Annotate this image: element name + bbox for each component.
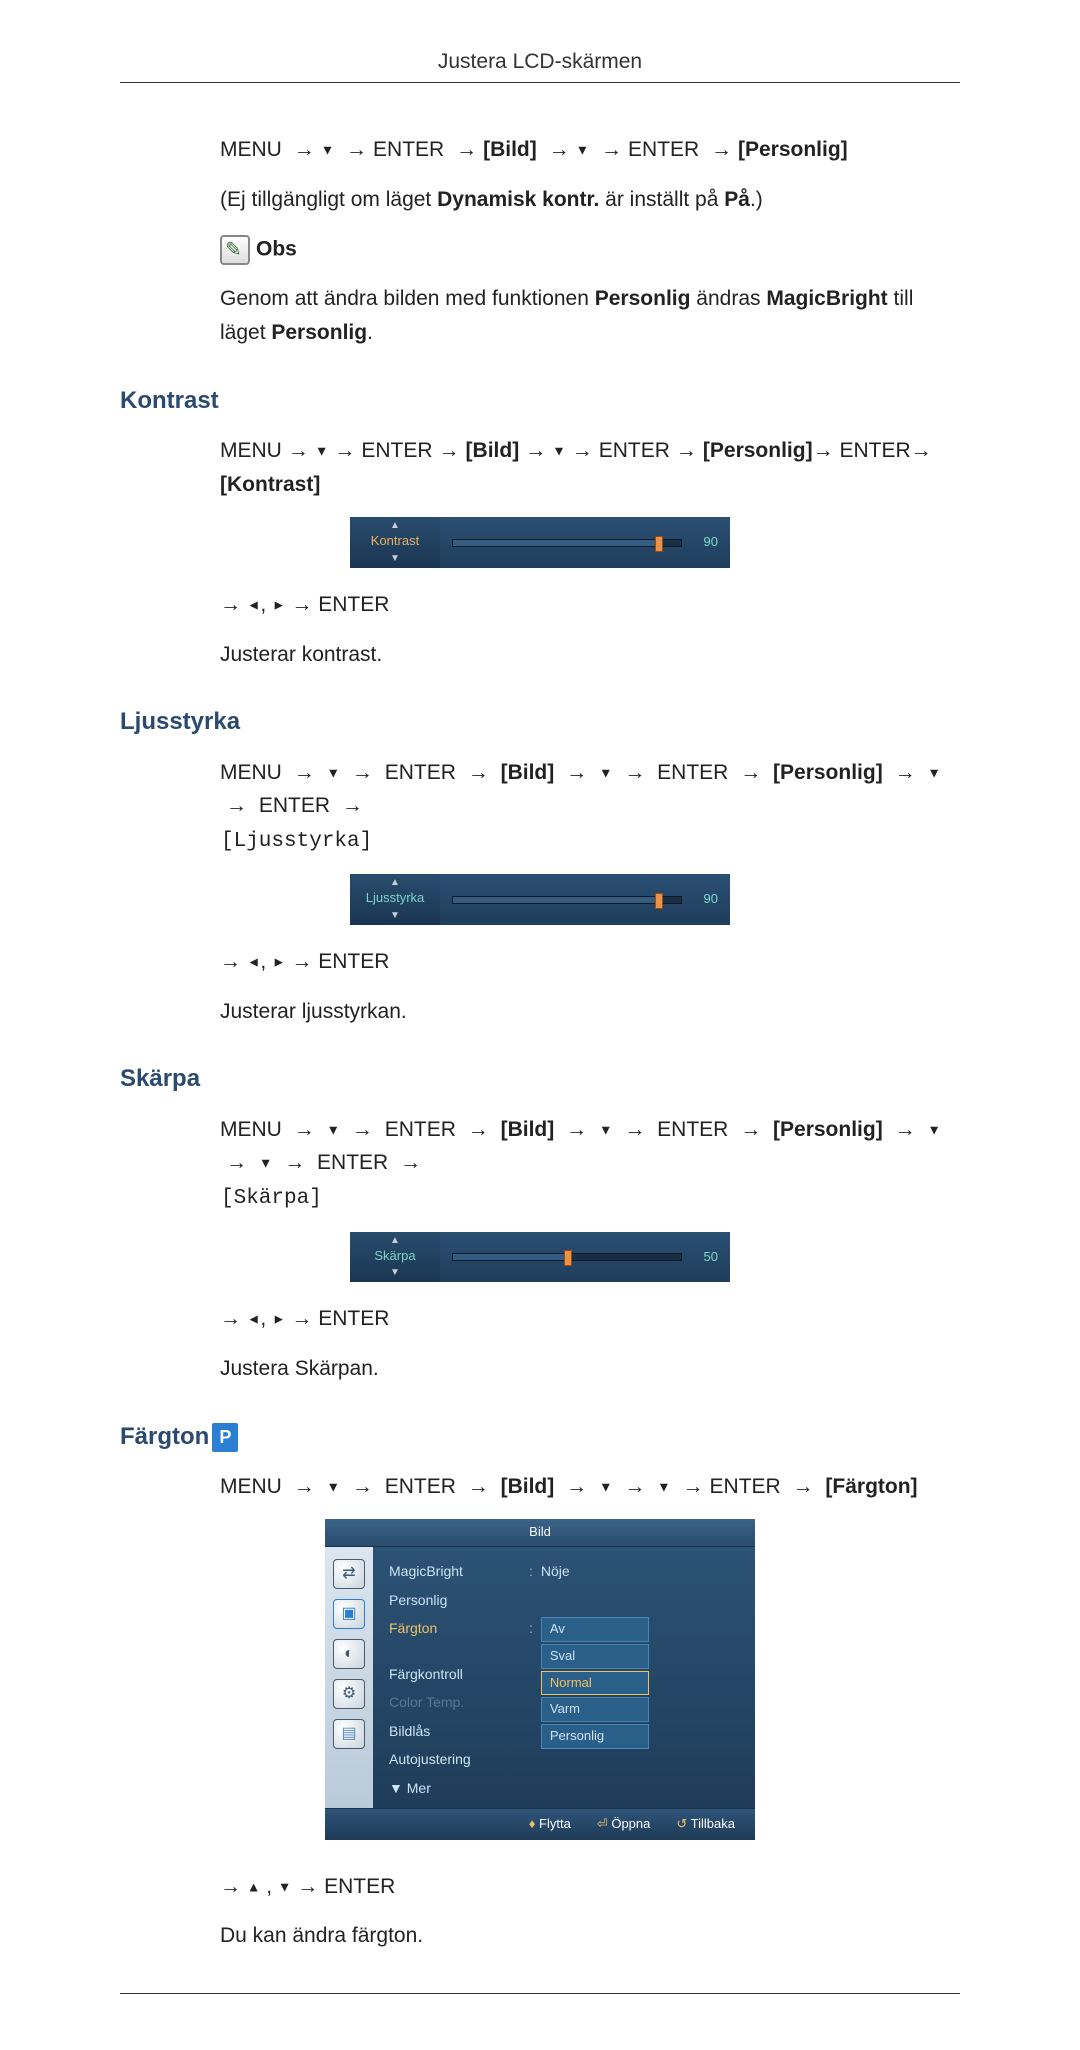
note-row: Obs [220,232,960,266]
divider [120,82,960,83]
menu-footer: ♦ Flytta ⏎ Öppna ↺ Tillbaka [325,1808,755,1840]
osd-value: 90 [694,532,718,553]
fargton-osd-menu: Bild ⇄ ▣ ◐ ⚙ ▤ MagicBright:Nöje Personli… [325,1519,755,1839]
skarpa-desc: Justera Skärpan. [220,1352,960,1386]
kontrast-nav-sequence: MENU→▼→ENTER→[Bild]→▼→ENTER→[Personlig]→… [220,434,960,501]
section-skarpa: Skärpa [120,1060,960,1098]
menu-category-icons: ⇄ ▣ ◐ ⚙ ▤ [325,1547,373,1808]
menu-item[interactable]: Personlig [389,1586,755,1614]
kontrast-osd: ▲ Kontrast ▼ 90 [350,517,730,568]
osd-slider[interactable]: 50 [440,1232,730,1283]
page-header: Justera LCD-skärmen [0,50,1080,82]
section-fargton: FärgtonP [120,1418,960,1456]
osd-slider[interactable]: 90 [440,874,730,925]
menu-list: MagicBright:Nöje Personlig Färgton: Av S… [373,1547,755,1808]
option-item[interactable]: Av [541,1617,649,1642]
option-item[interactable]: Varm [541,1697,649,1722]
circle-icon[interactable]: ◐ [333,1639,365,1669]
fargton-desc: Du kan ändra färgton. [220,1919,960,1953]
fargton-nav-sequence: MENU → ▼ → ENTER → [Bild] → ▼ → ▼ →ENTER… [220,1470,960,1504]
kontrast-desc: Justerar kontrast. [220,638,960,672]
input-icon[interactable]: ⇄ [333,1559,365,1589]
option-item[interactable]: Normal [541,1671,649,1696]
intro-not-available: (Ej tillgängligt om läget Dynamisk kontr… [220,183,960,217]
ljusstyrka-desc: Justerar ljusstyrkan. [220,995,960,1029]
ljusstyrka-osd: ▲ Ljusstyrka ▼ 90 [350,874,730,925]
picture-icon[interactable]: ▣ [333,1599,365,1629]
option-list: Av Sval Normal Varm Personlig [541,1617,649,1749]
osd-slider[interactable]: 90 [440,517,730,568]
menu-item[interactable]: MagicBright:Nöje [389,1557,755,1585]
multi-icon[interactable]: ▤ [333,1719,365,1749]
osd-value: 90 [694,889,718,910]
option-item[interactable]: Sval [541,1644,649,1669]
section-ljusstyrka: Ljusstyrka [120,703,960,741]
menu-item[interactable]: Autojustering [389,1745,755,1773]
osd-label: Ljusstyrka [350,888,440,911]
option-item[interactable]: Personlig [541,1724,649,1749]
kontrast-post-seq: → ◄, ► → ENTER [220,588,960,622]
menu-label: MENU [220,138,282,161]
note-icon [220,235,250,265]
osd-label: Skärpa [350,1246,440,1269]
menu-title: Bild [325,1519,755,1547]
fargton-post-seq: → ▲ , ▼ → ENTER [220,1870,960,1904]
note-label: Obs [256,238,297,261]
skarpa-osd: ▲ Skärpa ▼ 50 [350,1232,730,1283]
osd-label: Kontrast [350,531,440,554]
intro-nav-sequence: MENU →▼ →ENTER →[Bild] →▼ →ENTER →[Perso… [220,133,960,167]
section-kontrast: Kontrast [120,382,960,420]
ljusstyrka-post-seq: → ◄, ► → ENTER [220,945,960,979]
skarpa-post-seq: → ◄, ► → ENTER [220,1302,960,1336]
menu-item[interactable]: ▼ Mer [389,1774,755,1802]
osd-value: 50 [694,1247,718,1268]
skarpa-nav-sequence: MENU → ▼ → ENTER → [Bild] → ▼ → ENTER → … [220,1113,960,1216]
gear-icon[interactable]: ⚙ [333,1679,365,1709]
intro-note-text: Genom att ändra bilden med funktionen Pe… [220,282,960,349]
p-badge-icon: P [212,1423,238,1452]
divider [120,1993,960,1994]
ljusstyrka-nav-sequence: MENU → ▼ → ENTER → [Bild] → ▼ → ENTER → … [220,756,960,859]
